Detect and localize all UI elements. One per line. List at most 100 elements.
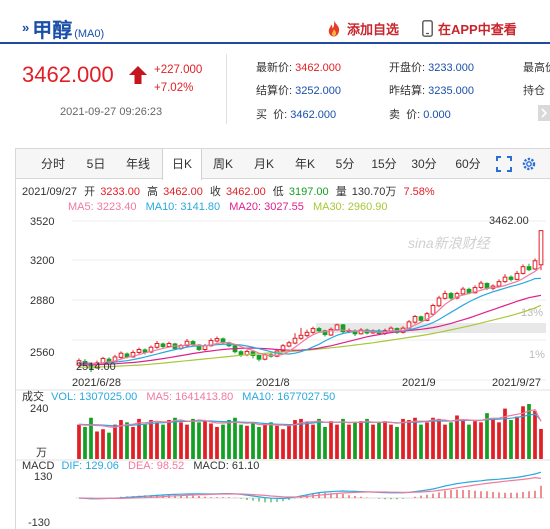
tab-5min[interactable]: 5分 (335, 157, 355, 171)
open-price-field: 开盘价: 3233.000 (389, 62, 475, 74)
volume-bar (179, 422, 183, 459)
candle-body (478, 282, 484, 289)
volume-bar (413, 417, 417, 459)
kline-chart[interactable]: 2021/09/27 开 3233.00 高 3462.00 收 3462.00… (16, 180, 550, 529)
volume-bar (275, 425, 279, 459)
volume-bar (245, 425, 249, 459)
volume-ma10-line (78, 413, 542, 427)
min-price-label: 2514.00 (76, 361, 116, 373)
volume-bar (221, 424, 225, 459)
volume-bar (443, 424, 447, 459)
volume-bar (173, 417, 177, 459)
candle-body (538, 230, 544, 266)
volume-bar (251, 423, 255, 459)
candle-body (286, 342, 292, 347)
ma20-legend: MA20: 3027.55 (229, 201, 304, 213)
settings-gear-icon[interactable] (521, 156, 537, 172)
candle-body (124, 353, 130, 358)
date-tick: 2021/8 (256, 377, 290, 389)
volume-bar (113, 424, 117, 459)
add-watchlist-label: 添加自选 (347, 22, 400, 37)
volume-bar (227, 420, 231, 459)
volume-bar (539, 428, 543, 459)
volume-bars-layer (77, 404, 543, 459)
volume-bar (131, 426, 135, 459)
macd-layer (76, 471, 544, 503)
candle-body (340, 324, 346, 333)
tab-yearly-k[interactable]: 年K (294, 157, 315, 171)
instrument-code: (MA0) (74, 28, 105, 40)
view-in-app-button[interactable]: 在APP中查看 (422, 19, 517, 38)
quote-panel: 3462.000 +227.000 +7.02% 2021-09-27 09:2… (0, 50, 550, 128)
ma-lines-layer (78, 265, 542, 368)
flame-icon (328, 20, 340, 37)
volume-bar (353, 422, 357, 459)
volume-bar (395, 426, 399, 459)
price-change: +227.000 (154, 64, 203, 76)
date-tick: 2021/9/27 (492, 377, 541, 389)
bid-price-value: 3462.000 (290, 109, 337, 121)
pct-tick: 13% (521, 307, 543, 319)
candle-body (466, 288, 472, 294)
volume-bar (389, 424, 393, 459)
volume-bar (335, 424, 339, 459)
candle-body (292, 337, 298, 344)
price-grid (72, 220, 546, 381)
fullscreen-icon[interactable] (496, 156, 512, 172)
volume-bar (185, 424, 189, 459)
volume-bar (125, 422, 129, 459)
settle-price-value: 3252.000 (295, 85, 342, 97)
tab-daily-k[interactable]: 日K (162, 149, 202, 180)
latest-price-value: 3462.000 (295, 62, 342, 74)
volume-bar (209, 423, 213, 459)
candle-body (160, 343, 166, 347)
tab-15min[interactable]: 15分 (371, 157, 397, 171)
volume-bar (407, 420, 411, 459)
tab-weekly-k[interactable]: 周K (212, 157, 233, 171)
price-tick: 3520 (30, 216, 54, 228)
volume-ma5-line (78, 409, 542, 429)
candle-body (418, 316, 424, 321)
candle-body (532, 260, 538, 270)
tab-5day[interactable]: 5日 (86, 157, 106, 171)
candle-body (298, 334, 304, 339)
volume-bar (233, 417, 237, 459)
candle-body (358, 329, 364, 335)
macd-axis-bottom: -130 (28, 517, 50, 529)
volume-bar (491, 418, 495, 459)
macd-dif-line (78, 471, 542, 500)
volume-bar (191, 418, 195, 459)
candle-body (472, 287, 478, 294)
tab-year-line[interactable]: 年线 (125, 157, 150, 171)
ask-price-field: 卖 价: 0.000 (389, 109, 451, 121)
volume-bar (449, 422, 453, 459)
open-interest-field: 持仓 (523, 85, 545, 97)
candle-body (502, 276, 508, 283)
volume-bar (167, 420, 171, 459)
tab-timeshare[interactable]: 分时 (40, 157, 65, 171)
price-tick: 2560 (30, 347, 54, 359)
collapse-mark[interactable]: » (22, 20, 30, 35)
volume-bar (365, 418, 369, 459)
volume-bar (347, 424, 351, 459)
volume-bar (521, 406, 525, 459)
add-watchlist-button[interactable]: 添加自选 (326, 19, 399, 38)
candle-body (442, 293, 448, 299)
high-price-field: 最高价: (523, 62, 550, 74)
volume-bar (197, 422, 201, 459)
tab-60min[interactable]: 60分 (455, 157, 481, 171)
prev-settle-value: 3235.000 (428, 85, 475, 97)
candle-body (238, 351, 244, 356)
volume-bar (479, 422, 483, 459)
ma20-line (78, 294, 542, 366)
tab-monthly-k[interactable]: 月K (253, 157, 274, 171)
volume-bar (419, 424, 423, 459)
settle-price-field: 结算价: 3252.000 (256, 85, 342, 97)
candle-body (508, 276, 514, 280)
candle-body (424, 313, 430, 321)
scroll-right-arrow-icon[interactable] (538, 105, 550, 121)
volume-bar (305, 422, 309, 459)
tab-30min[interactable]: 30分 (411, 157, 437, 171)
candle-body (520, 266, 526, 274)
volume-axis-unit: 万 (36, 447, 47, 459)
